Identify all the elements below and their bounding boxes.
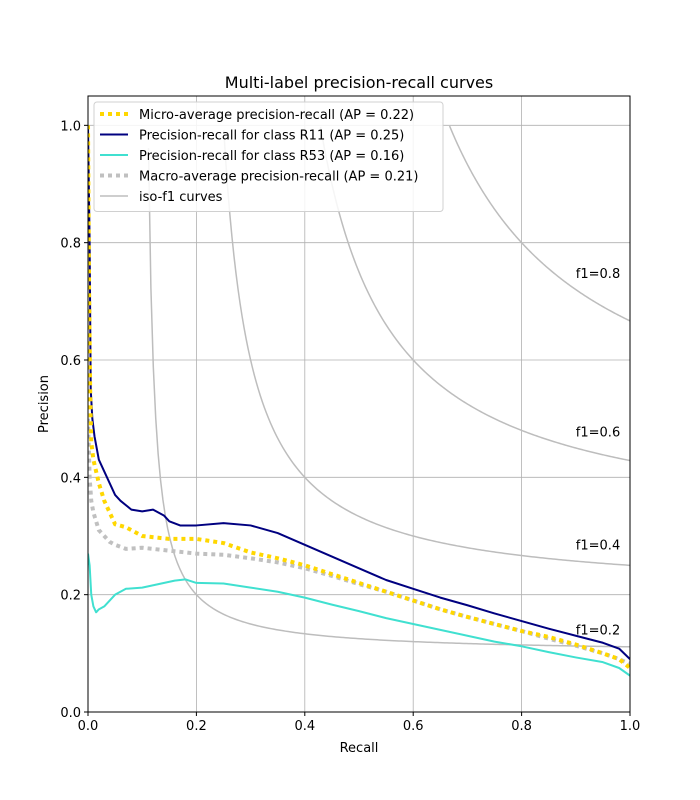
iso-f1-curve xyxy=(319,126,630,462)
iso-f1-label: f1=0.4 xyxy=(576,538,620,553)
y-tick-label: 0.2 xyxy=(60,589,81,604)
y-tick-label: 1.0 xyxy=(60,119,81,134)
x-axis-label: Recall xyxy=(340,741,379,756)
series-line xyxy=(88,553,630,677)
series-line xyxy=(88,418,630,666)
iso-f1-label: f1=0.8 xyxy=(576,267,620,282)
y-tick-label: 0.4 xyxy=(60,471,81,486)
iso-f1-curve xyxy=(223,129,630,567)
iso-f1-curves: f1=0.2 f1=0.4 f1=0.6 f1=0.8 xyxy=(147,125,630,648)
y-tick-label: 0.6 xyxy=(60,354,81,369)
x-tick-label: 0.4 xyxy=(294,719,315,734)
iso-f1-curve xyxy=(147,148,630,648)
legend-label: Precision-recall for class R11 (AP = 0.2… xyxy=(139,129,404,144)
legend-label: Precision-recall for class R53 (AP = 0.1… xyxy=(139,149,404,164)
legend-label: Macro-average precision-recall (AP = 0.2… xyxy=(139,170,418,185)
x-tick-label: 1.0 xyxy=(620,719,641,734)
series-lines xyxy=(88,125,630,677)
y-tick-label: 0.0 xyxy=(60,706,81,721)
legend-label: iso-f1 curves xyxy=(139,190,223,205)
y-axis-label: Precision xyxy=(37,375,52,433)
axis-ticks: 0.0 0.2 0.4 0.6 0.8 1.0 0.0 0.2 0.4 0.6 0.8 1.0 xyxy=(60,119,640,734)
x-tick-label: 0.0 xyxy=(78,719,99,734)
legend-label: Micro-average precision-recall (AP = 0.2… xyxy=(139,108,414,123)
x-tick-label: 0.8 xyxy=(511,719,532,734)
legend-box xyxy=(93,101,444,212)
y-tick-label: 0.8 xyxy=(60,237,81,252)
series-line xyxy=(88,125,630,670)
plot-frame xyxy=(87,95,631,713)
iso-f1-label: f1=0.2 xyxy=(576,623,620,638)
x-tick-label: 0.6 xyxy=(403,719,424,734)
chart-title: Multi-label precision-recall curves xyxy=(225,73,493,92)
iso-f1-curve xyxy=(448,125,630,322)
iso-f1-label: f1=0.6 xyxy=(576,425,620,440)
series-line xyxy=(88,125,630,660)
x-tick-label: 0.2 xyxy=(186,719,207,734)
legend: Micro-average precision-recall (AP = 0.2… xyxy=(93,101,444,212)
